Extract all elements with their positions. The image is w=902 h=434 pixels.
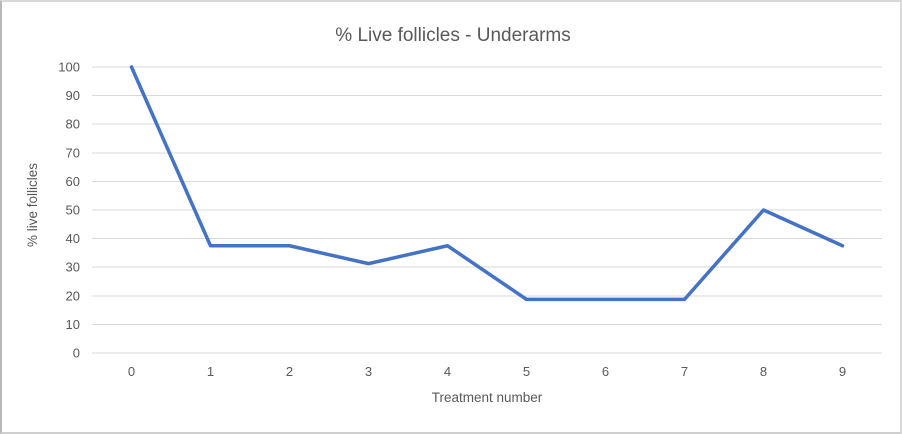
gridlines (92, 66, 882, 354)
y-tick-label: 60 (66, 174, 80, 189)
y-tick-label: 20 (66, 288, 80, 303)
x-tick-label: 0 (128, 364, 135, 379)
y-axis-title: % live follicles (25, 163, 40, 247)
y-tick-label: 10 (66, 317, 80, 332)
x-axis-tick-labels: 0 1 2 3 4 5 6 7 8 9 (128, 364, 846, 379)
y-tick-label: 0 (73, 346, 80, 361)
x-tick-label: 1 (207, 364, 214, 379)
x-tick-label: 2 (286, 364, 293, 379)
y-tick-label: 80 (66, 117, 80, 132)
x-tick-label: 7 (681, 364, 688, 379)
y-tick-label: 90 (66, 88, 80, 103)
y-tick-label: 70 (66, 145, 80, 160)
chart-title: % Live follicles - Underarms (335, 25, 570, 46)
data-line-live-follicles (129, 65, 845, 302)
y-tick-label: 40 (66, 231, 80, 246)
x-axis-title: Treatment number (432, 390, 543, 405)
x-tick-label: 6 (602, 364, 609, 379)
y-axis-tick-labels: 0 10 20 30 40 50 60 70 80 90 100 (58, 60, 80, 361)
x-tick-label: 4 (444, 364, 451, 379)
x-tick-label: 5 (523, 364, 530, 379)
x-tick-label: 9 (839, 364, 846, 379)
y-tick-label: 30 (66, 260, 80, 275)
x-tick-label: 8 (760, 364, 767, 379)
y-tick-label: 50 (66, 203, 80, 218)
x-tick-label: 3 (365, 364, 372, 379)
y-tick-label: 100 (58, 60, 80, 75)
